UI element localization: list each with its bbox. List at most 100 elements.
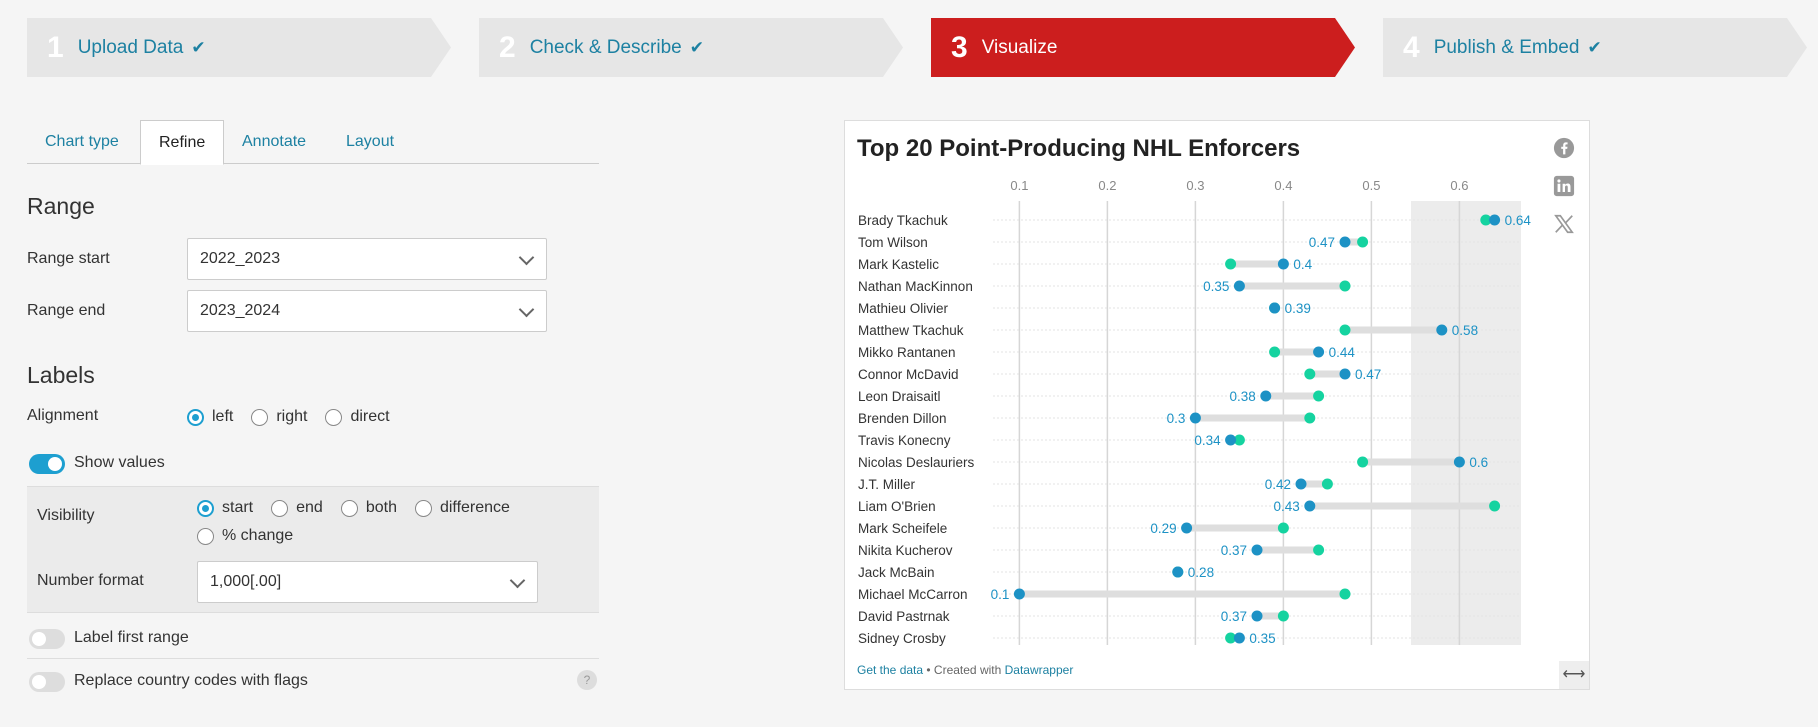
x-icon[interactable]: [1553, 213, 1575, 235]
tab-layout[interactable]: Layout: [346, 133, 395, 150]
step-visualize[interactable]: 3 Visualize: [931, 18, 1355, 77]
option-label: both: [365, 499, 397, 516]
step-publish-embed[interactable]: 4 Publish & Embed ✔: [1383, 18, 1807, 77]
tab-chart-type[interactable]: Chart type: [45, 133, 119, 150]
row-label: Tom Wilson: [858, 235, 928, 250]
row-label: Mark Kastelic: [858, 257, 939, 272]
end-dot: [1339, 280, 1351, 292]
row-label: David Pastrnak: [858, 609, 950, 624]
start-dot: [1436, 324, 1448, 336]
value-label: 0.35: [1203, 279, 1229, 294]
start-dot: [1172, 566, 1184, 578]
visibility-end-option[interactable]: end: [271, 499, 323, 517]
step-upload-data[interactable]: 1 Upload Data ✔: [27, 18, 451, 77]
start-dot: [1304, 500, 1316, 512]
start-dot: [1013, 588, 1025, 600]
highlight-band: [1411, 201, 1521, 645]
start-dot: [1233, 632, 1245, 644]
start-dot: [1277, 258, 1289, 270]
value-label: 0.58: [1452, 323, 1478, 338]
end-dot: [1233, 434, 1245, 446]
radio-button[interactable]: [340, 499, 358, 517]
alignment-left-option[interactable]: left: [187, 408, 233, 426]
row-label: Matthew Tkachuk: [858, 323, 964, 338]
value-label: 0.39: [1285, 301, 1311, 316]
replace-flags-toggle[interactable]: [29, 672, 65, 692]
row-label: J.T. Miller: [858, 477, 916, 492]
end-dot: [1489, 500, 1501, 512]
alignment-radio-group: left right direct: [187, 408, 408, 426]
start-dot: [1189, 412, 1201, 424]
visibility-percent-change-option[interactable]: % change: [197, 527, 293, 545]
row-label: Michael McCarron: [858, 587, 968, 602]
row-label: Nicolas Deslauriers: [858, 455, 975, 470]
end-dot: [1304, 368, 1316, 380]
value-label: 0.6: [1469, 455, 1488, 470]
value-label: 0.37: [1221, 609, 1247, 624]
range-end-select[interactable]: 2023_2024: [187, 290, 547, 332]
row-label: Leon Draisaitl: [858, 389, 941, 404]
facebook-icon[interactable]: [1553, 137, 1575, 159]
get-data-link[interactable]: Get the data: [857, 663, 924, 677]
radio-button[interactable]: [197, 527, 214, 545]
visibility-both-option[interactable]: both: [340, 499, 397, 517]
visibility-radio-group: start end both difference: [197, 499, 528, 517]
label-first-range-label: Label first range: [74, 629, 189, 646]
show-values-toggle[interactable]: [29, 454, 65, 474]
value-label: 0.34: [1194, 433, 1221, 448]
value-label: 0.35: [1249, 631, 1275, 646]
radio-button[interactable]: [271, 499, 289, 517]
visibility-difference-option[interactable]: difference: [414, 499, 510, 517]
value-label: 0.38: [1230, 389, 1256, 404]
label-first-range-toggle[interactable]: [29, 629, 65, 649]
end-dot: [1357, 456, 1369, 468]
step-number: 1: [47, 30, 64, 64]
help-icon[interactable]: ?: [577, 670, 597, 690]
start-dot: [1251, 544, 1263, 556]
row-label: Connor McDavid: [858, 367, 959, 382]
x-tick-label: 0.5: [1362, 178, 1380, 193]
step-number: 2: [499, 30, 516, 64]
value-label: 0.4: [1293, 257, 1312, 272]
row-label: Mark Scheifele: [858, 521, 947, 536]
row-label: Jack McBain: [858, 565, 935, 580]
chart-title: Top 20 Point-Producing NHL Enforcers: [857, 135, 1301, 162]
value-label: 0.42: [1265, 477, 1291, 492]
alignment-direct-option[interactable]: direct: [325, 408, 390, 426]
radio-button[interactable]: [251, 408, 269, 426]
range-start-value: 2022_2023: [200, 250, 281, 267]
row-label: Sidney Crosby: [858, 631, 946, 646]
radio-button[interactable]: [325, 408, 343, 426]
tab-annotate[interactable]: Annotate: [242, 133, 307, 150]
start-dot: [1453, 456, 1465, 468]
range-start-select[interactable]: 2022_2023: [187, 238, 547, 280]
end-dot: [1225, 258, 1237, 270]
option-label: % change: [222, 527, 294, 544]
end-dot: [1480, 214, 1492, 226]
radio-button[interactable]: [197, 499, 214, 517]
option-label: end: [296, 499, 323, 516]
value-label: 0.64: [1505, 213, 1532, 228]
start-dot: [1295, 478, 1307, 490]
chevron-down-icon: [506, 291, 546, 331]
expand-icon[interactable]: ⟷: [1559, 661, 1589, 689]
linkedin-icon[interactable]: [1553, 175, 1575, 197]
chart-footer: Get the data • Created with Datawrapper: [857, 663, 1073, 677]
row-label: Mikko Rantanen: [858, 345, 956, 360]
alignment-right-option[interactable]: right: [251, 408, 307, 426]
number-format-label: Number format: [37, 572, 144, 589]
check-icon: ✔: [689, 37, 704, 57]
radio-button[interactable]: [414, 499, 432, 517]
alignment-label: Alignment: [27, 407, 99, 424]
number-format-select[interactable]: 1,000[.00]: [197, 561, 538, 603]
chart-preview: Top 20 Point-Producing NHL Enforcers 0.1…: [844, 120, 1590, 690]
start-dot: [1339, 236, 1351, 248]
visibility-start-option[interactable]: start: [197, 499, 253, 517]
step-check-describe[interactable]: 2 Check & Describe ✔: [479, 18, 903, 77]
datawrapper-link[interactable]: Datawrapper: [1004, 663, 1074, 677]
end-dot: [1313, 390, 1325, 402]
tab-refine[interactable]: Refine: [140, 120, 225, 165]
end-dot: [1357, 236, 1369, 248]
value-label: 0.29: [1150, 521, 1176, 536]
radio-button[interactable]: [187, 408, 204, 426]
